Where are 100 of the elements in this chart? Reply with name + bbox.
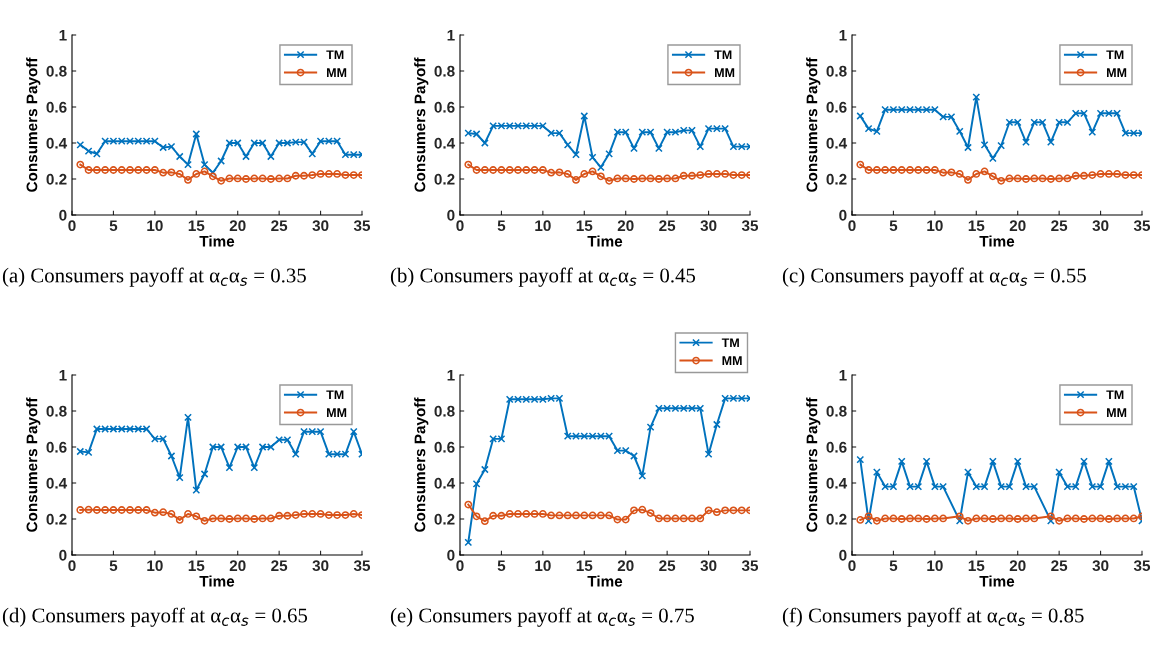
point xyxy=(1080,171,1088,180)
point xyxy=(864,166,873,174)
point xyxy=(175,170,184,178)
point xyxy=(679,514,688,523)
legend-label: MM xyxy=(722,356,742,365)
point xyxy=(663,174,672,183)
x-tick-label: 5 xyxy=(109,220,118,232)
y-tick-label: 0.4 xyxy=(826,137,848,149)
x-tick-label: 10 xyxy=(147,220,163,232)
x-tick-label: 20 xyxy=(617,560,634,572)
point xyxy=(250,463,259,472)
point xyxy=(242,175,250,183)
point xyxy=(250,174,259,183)
x-tick-label: 20 xyxy=(1009,220,1026,232)
legend-label: MM xyxy=(1107,408,1127,417)
point xyxy=(588,167,597,176)
point xyxy=(872,516,881,525)
y-tick-label: 0.4 xyxy=(46,477,68,489)
point xyxy=(1129,171,1138,179)
x-axis-title: Time xyxy=(979,575,1015,587)
point xyxy=(704,170,713,178)
legend-label: MM xyxy=(1107,68,1127,77)
x-tick-label: 25 xyxy=(659,220,676,232)
point xyxy=(671,514,680,523)
point xyxy=(349,171,358,179)
point xyxy=(696,514,705,523)
y-axis-title: Consumers Payoff xyxy=(806,57,821,192)
point xyxy=(654,514,663,523)
y-tick-label: 1 xyxy=(59,370,67,381)
point xyxy=(489,166,498,174)
x-tick-label: 5 xyxy=(497,220,506,232)
y-tick-label: 0 xyxy=(839,549,847,561)
y-tick-label: 0.2 xyxy=(434,173,455,185)
point xyxy=(1071,514,1080,523)
y-axis-title: Consumers Payoff xyxy=(414,397,429,532)
point xyxy=(200,516,209,525)
point xyxy=(613,515,622,524)
point xyxy=(613,174,622,183)
point xyxy=(1030,514,1039,523)
x-tick-label: 20 xyxy=(617,220,634,232)
point xyxy=(988,172,997,181)
x-tick-label: 35 xyxy=(741,220,759,232)
point xyxy=(184,176,192,184)
y-tick-label: 1 xyxy=(447,30,455,41)
point xyxy=(242,514,250,523)
y-tick-label: 0.4 xyxy=(46,137,68,149)
x-tick-label: 35 xyxy=(741,560,759,572)
legend-label: TM xyxy=(326,390,344,400)
point xyxy=(580,170,589,178)
point xyxy=(563,140,572,149)
point xyxy=(308,510,317,518)
x-tick-label: 25 xyxy=(271,220,288,232)
point xyxy=(208,172,217,181)
point xyxy=(596,172,605,181)
point xyxy=(654,175,663,183)
x-tick-label: 30 xyxy=(1092,560,1109,572)
point xyxy=(1121,171,1130,179)
point xyxy=(505,166,514,174)
point xyxy=(1104,515,1113,523)
point xyxy=(92,506,101,514)
point xyxy=(914,166,923,174)
point xyxy=(530,510,539,518)
point xyxy=(275,511,284,520)
point xyxy=(939,168,948,177)
x-tick-label: 30 xyxy=(1092,220,1109,232)
x-tick-label: 15 xyxy=(576,560,593,572)
point xyxy=(1005,514,1014,523)
point xyxy=(159,508,168,517)
point xyxy=(630,175,638,183)
point xyxy=(721,170,730,178)
point xyxy=(964,176,972,184)
y-tick-label: 0.6 xyxy=(46,101,67,113)
point xyxy=(464,500,473,509)
point xyxy=(480,166,489,174)
point xyxy=(341,511,350,519)
x-tick-label: 0 xyxy=(68,220,76,232)
y-tick-label: 0.4 xyxy=(826,477,848,489)
point xyxy=(646,174,655,183)
x-tick-label: 20 xyxy=(229,220,246,232)
point xyxy=(349,510,358,518)
point xyxy=(184,510,192,518)
point xyxy=(605,176,614,185)
point xyxy=(555,511,564,520)
y-tick-label: 0.6 xyxy=(434,441,455,453)
x-tick-label: 5 xyxy=(497,560,506,572)
point xyxy=(638,471,647,480)
point xyxy=(341,171,350,179)
x-tick-label: 35 xyxy=(1133,220,1151,232)
point xyxy=(208,514,217,523)
point xyxy=(1022,175,1030,183)
y-axis-title: Consumers Payoff xyxy=(806,397,821,532)
y-tick-label: 1 xyxy=(447,370,455,381)
point xyxy=(497,511,506,520)
point xyxy=(1071,171,1080,180)
point xyxy=(1030,174,1039,183)
point xyxy=(729,171,738,179)
point xyxy=(955,512,964,521)
point xyxy=(605,149,614,158)
y-tick-label: 0.2 xyxy=(46,513,67,525)
y-tick-label: 0.4 xyxy=(434,477,456,489)
